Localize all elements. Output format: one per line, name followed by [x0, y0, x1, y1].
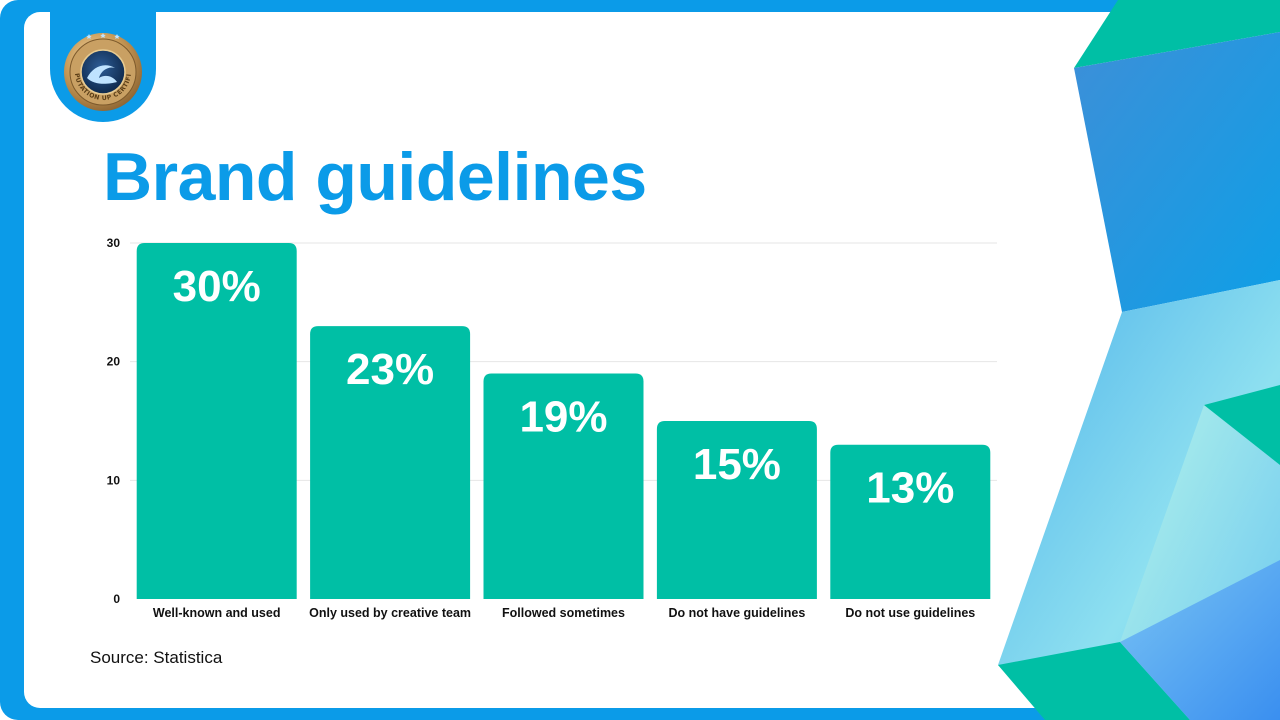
x-category-label: Followed sometimes: [502, 606, 625, 620]
data-label: 13%: [866, 464, 954, 513]
data-label: 30%: [173, 262, 261, 311]
bar: [310, 326, 471, 599]
data-label: 15%: [693, 440, 781, 489]
bar: [483, 373, 644, 599]
data-label: 23%: [346, 345, 434, 394]
x-category-label: Do not have guidelines: [668, 606, 805, 620]
x-category-label: Well-known and used: [153, 606, 281, 620]
y-tick-label: 10: [107, 473, 121, 487]
y-tick-label: 30: [107, 236, 121, 250]
x-category-label: Do not use guidelines: [845, 606, 975, 620]
y-tick-label: 20: [107, 355, 121, 369]
y-tick-label: 0: [113, 592, 120, 606]
bar: [136, 243, 297, 599]
bar: [656, 421, 817, 599]
x-category-label: Only used by creative team: [309, 606, 471, 620]
source-note: Source: Statistica: [90, 648, 223, 667]
certified-seal-icon: REPUTATION UP CERTIFIED: [63, 32, 142, 111]
data-label: 19%: [519, 393, 607, 442]
slide-title: Brand guidelines: [103, 139, 647, 215]
bar: [830, 444, 991, 599]
